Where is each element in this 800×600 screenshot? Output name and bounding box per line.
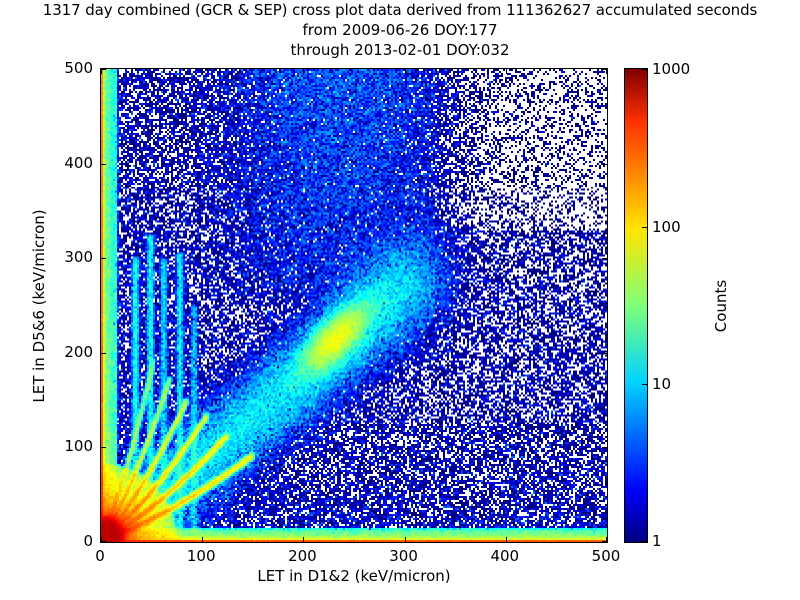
colorbar-tick bbox=[642, 384, 647, 385]
y-axis-tick-label: 500 bbox=[64, 59, 93, 77]
colorbar-tick bbox=[642, 227, 647, 228]
colorbar-tick-label: 1000 bbox=[652, 60, 691, 78]
x-axis-tick bbox=[101, 537, 102, 542]
y-axis-tick bbox=[101, 164, 106, 165]
colorbar-gradient bbox=[625, 69, 647, 542]
x-axis-tick bbox=[405, 69, 406, 74]
colorbar-tick-label: 100 bbox=[652, 218, 681, 236]
y-axis-tick bbox=[101, 541, 106, 542]
x-axis-title: LET in D1&2 (keV/micron) bbox=[257, 567, 451, 585]
x-axis-tick bbox=[405, 537, 406, 542]
y-axis-tick bbox=[602, 447, 607, 448]
chart-title-line-2: from 2009-06-26 DOY:177 bbox=[302, 21, 498, 39]
x-axis-tick bbox=[202, 69, 203, 74]
y-axis-tick-label: 200 bbox=[64, 342, 93, 361]
y-axis-tick bbox=[602, 541, 607, 542]
x-axis-tick bbox=[606, 537, 607, 542]
chart-title-line-3: through 2013-02-01 DOY:032 bbox=[290, 41, 510, 59]
x-axis-tick bbox=[202, 537, 203, 542]
chart-title-line-1: 1317 day combined (GCR & SEP) cross plot… bbox=[42, 1, 758, 19]
x-axis-tick-label: 400 bbox=[490, 547, 520, 565]
y-axis-tick bbox=[602, 164, 607, 165]
x-axis-tick bbox=[101, 69, 102, 74]
x-axis-tick-label: 300 bbox=[389, 547, 418, 565]
y-axis-tick-label: 0 bbox=[83, 532, 93, 550]
x-axis-tick bbox=[506, 69, 507, 74]
x-axis-tick-label: 500 bbox=[591, 547, 621, 565]
x-axis-tick-label: 200 bbox=[288, 547, 317, 565]
y-axis-title: LET in D5&6 (keV/micron) bbox=[30, 208, 48, 403]
plot-axes bbox=[100, 68, 608, 543]
colorbar-tick bbox=[642, 69, 647, 70]
y-axis-tick bbox=[602, 69, 607, 70]
colorbar-tick-label: 1 bbox=[652, 532, 662, 550]
x-axis-tick-label: 0 bbox=[95, 547, 105, 565]
y-axis-tick bbox=[602, 258, 607, 259]
x-axis-tick bbox=[303, 69, 304, 74]
y-axis-tick-label: 300 bbox=[64, 248, 93, 267]
y-axis-tick bbox=[101, 69, 106, 70]
y-axis-tick bbox=[602, 353, 607, 354]
y-axis-tick bbox=[101, 258, 106, 259]
chart-title: 1317 day combined (GCR & SEP) cross plot… bbox=[0, 0, 800, 60]
y-axis-tick bbox=[101, 447, 106, 448]
colorbar-tick-label: 10 bbox=[652, 375, 672, 393]
colorbar bbox=[624, 68, 648, 543]
y-axis-tick-label: 100 bbox=[64, 437, 93, 456]
x-axis-tick bbox=[606, 69, 607, 74]
density-heatmap bbox=[101, 69, 607, 542]
colorbar-axis-label: Counts bbox=[712, 279, 730, 332]
x-axis-tick bbox=[506, 537, 507, 542]
y-axis-tick-label: 400 bbox=[64, 153, 93, 172]
y-axis-tick bbox=[101, 353, 106, 354]
x-axis-tick-label: 100 bbox=[186, 547, 216, 565]
x-axis-tick bbox=[303, 537, 304, 542]
colorbar-tick bbox=[642, 541, 647, 542]
